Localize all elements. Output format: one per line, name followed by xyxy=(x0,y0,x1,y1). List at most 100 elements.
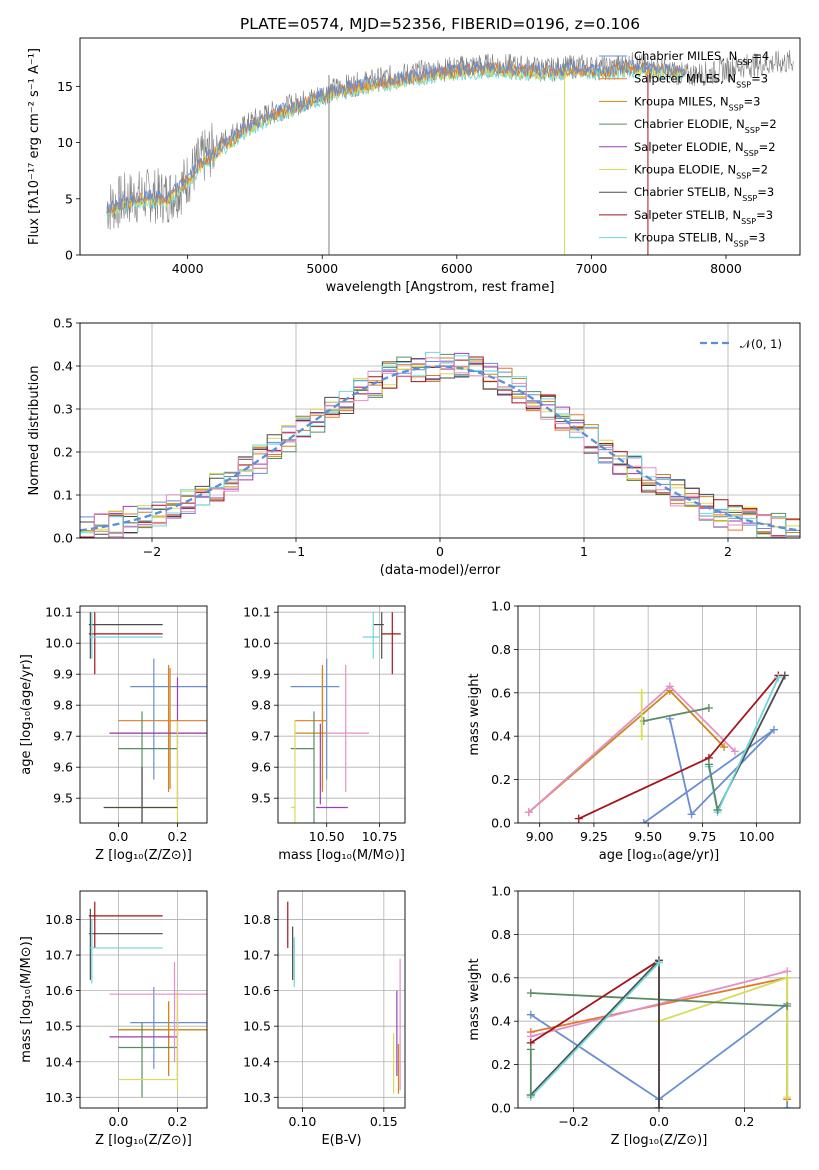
y-tick-label: 0.4 xyxy=(491,729,511,744)
weight-point xyxy=(574,814,583,823)
y-tick-label: 10.5 xyxy=(45,1019,73,1034)
y-tick-label: 0.3 xyxy=(53,402,73,417)
panel-age-vs-mass: 10.50 10.75 9.5 9.6 9.7 9.8 9.9 10.0 10.1 mass [l… xyxy=(243,605,406,863)
y-tick-label: 10.0 xyxy=(45,636,73,651)
weight-point xyxy=(526,1090,535,1099)
axes-frame xyxy=(277,890,406,1109)
gaussian-curve xyxy=(80,365,800,532)
y-tick-label: 0.4 xyxy=(491,1014,511,1029)
x-tick-label: 5000 xyxy=(306,261,338,276)
weight-point xyxy=(783,1002,792,1011)
y-tick-label: 0 xyxy=(65,248,73,263)
hist-pink xyxy=(80,357,800,538)
weight-point xyxy=(526,1045,535,1054)
y-axis-label: Flux [fλ10⁻¹⁷ erg cm⁻² s⁻¹ A⁻¹] xyxy=(27,48,42,245)
weight-point xyxy=(730,747,739,756)
y-tick-label: 15 xyxy=(57,79,73,94)
y-tick-label: 1.0 xyxy=(491,884,511,899)
weight-point xyxy=(774,673,783,682)
y-tick-label: 9.5 xyxy=(251,791,271,806)
y-tick-label: 0.5 xyxy=(53,316,73,331)
figure-title: PLATE=0574, MJD=52356, FIBERID=0196, z=0… xyxy=(240,15,640,33)
y-tick-label: 10.4 xyxy=(45,1054,73,1069)
y-tick-label: 0.6 xyxy=(491,685,511,700)
panel-weight-vs-age: 9.00 9.25 9.50 9.75 10.00 0.0 0.2 0.4 0.6 0.8 1.0 a… xyxy=(467,599,801,863)
x-axis-label: wavelength [Angstrom, rest frame] xyxy=(326,280,555,295)
weight-point xyxy=(637,732,646,741)
y-axis-label: mass weight xyxy=(467,958,482,1040)
y-tick-label: 9.8 xyxy=(53,698,73,713)
weight-line xyxy=(708,764,719,811)
panel-mass-vs-Z: 0.0 0.2 10.3 10.4 10.5 10.6 10.7 10.8 Z [log₁₀(Z… xyxy=(19,890,208,1148)
panel-weight-vs-Z: −0.2 0.0 0.2 0.0 0.2 0.4 0.6 0.8 1.0 Z [log₁₀(Z/Z… xyxy=(467,884,801,1148)
y-tick-label: 10.5 xyxy=(243,1019,271,1034)
plot-area xyxy=(88,612,207,823)
weight-point xyxy=(639,819,648,823)
weight-line xyxy=(658,976,789,1098)
y-tick-label: 0.8 xyxy=(491,927,511,942)
x-tick-label: 0.0 xyxy=(649,1114,669,1129)
x-tick-label: 0.0 xyxy=(108,1114,128,1129)
y-tick-label: 0.2 xyxy=(491,772,511,787)
plot-area xyxy=(287,901,401,1094)
y-tick-label: 0.0 xyxy=(491,1101,511,1116)
x-tick-label: −1 xyxy=(287,544,305,559)
y-axis-label: mass weight xyxy=(467,673,482,755)
series-data xyxy=(106,50,794,231)
x-tick-label: 6000 xyxy=(441,261,473,276)
x-tick-label: 9.25 xyxy=(580,829,608,844)
x-tick-label: 0 xyxy=(436,544,444,559)
legend-entry: Chabrier ELODIE, NSSP=2 xyxy=(634,117,777,135)
weight-point xyxy=(783,1093,792,1102)
weight-line xyxy=(643,718,775,823)
y-tick-label: 5 xyxy=(65,191,73,206)
plot-area xyxy=(526,956,792,1108)
y-tick-label: 0.0 xyxy=(53,531,73,546)
spectrum-legend: Chabrier MILES, NSSP=4 Salpeter MILES, NS… xyxy=(599,49,777,248)
axes-frame xyxy=(79,322,801,539)
panel-spectrum: 4000 5000 6000 7000 8000 0 5 10 15 wavelength [An… xyxy=(27,37,801,295)
weight-point xyxy=(704,760,713,769)
weight-point xyxy=(637,688,646,697)
weight-point xyxy=(526,1010,535,1019)
hist-kroupa-elodie xyxy=(80,366,800,538)
y-tick-label: 10.3 xyxy=(243,1090,271,1105)
panel-age-vs-Z: 0.0 0.2 9.5 9.6 9.7 9.8 9.9 10.0 10.1 Z [log₁₀(Z/… xyxy=(19,605,208,863)
x-axis-label: age [log₁₀(age/yr)] xyxy=(599,848,720,863)
axes-frame xyxy=(517,890,801,1109)
y-tick-label: 9.9 xyxy=(251,667,271,682)
legend-entry: Chabrier MILES, NSSP=4 xyxy=(634,49,769,67)
x-axis-label: Z [log₁₀(Z/Z⊙)] xyxy=(95,848,192,863)
x-tick-label: 0.0 xyxy=(108,829,128,844)
legend-entry: Chabrier STELIB, NSSP=3 xyxy=(634,185,774,203)
plot-area xyxy=(290,612,401,823)
x-tick-label: 10.00 xyxy=(739,829,775,844)
weight-point xyxy=(655,958,663,967)
y-tick-label: 9.6 xyxy=(251,760,271,775)
y-tick-label: 9.9 xyxy=(53,667,73,682)
y-tick-label: 9.8 xyxy=(251,698,271,713)
plot-area xyxy=(80,351,800,538)
x-tick-label: 8000 xyxy=(710,261,742,276)
legend-entry: Salpeter STELIB, NSSP=3 xyxy=(634,208,773,226)
x-tick-label: 0.2 xyxy=(168,1114,188,1129)
axes-frame xyxy=(517,605,801,824)
plot-area xyxy=(88,901,207,1098)
x-axis-label: Z [log₁₀(Z/Z⊙)] xyxy=(611,1133,708,1148)
y-tick-label: 9.7 xyxy=(53,729,73,744)
axes-frame xyxy=(79,37,801,256)
x-axis-label: Z [log₁₀(Z/Z⊙)] xyxy=(95,1133,192,1148)
y-tick-label: 0.2 xyxy=(53,445,73,460)
y-tick-label: 10.8 xyxy=(243,912,271,927)
y-tick-label: 9.7 xyxy=(251,729,271,744)
y-tick-label: 10.6 xyxy=(243,983,271,998)
y-tick-label: 0.2 xyxy=(491,1057,511,1072)
series-model-kroupa-elodie xyxy=(106,61,686,215)
axes-frame xyxy=(277,605,406,824)
legend-entry: Salpeter MILES, NSSP=3 xyxy=(634,72,768,90)
series-model-chabrier-miles xyxy=(106,59,686,214)
y-tick-label: 10.4 xyxy=(243,1054,271,1069)
x-axis-label: E(B-V) xyxy=(321,1133,361,1148)
x-axis-label: mass [log₁₀(M/M⊙)] xyxy=(278,848,405,863)
